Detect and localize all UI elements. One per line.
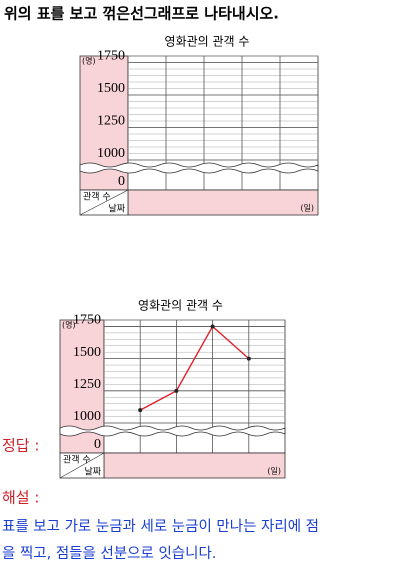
explanation-line: 을 찍고, 점들을 선분으로 잇습니다. — [2, 545, 216, 562]
point — [210, 324, 215, 329]
point — [138, 408, 143, 413]
y-unit: (명) — [82, 56, 96, 66]
answer-label: 정답 : — [2, 437, 39, 455]
y-tick-label: 1000 — [97, 146, 125, 161]
corner-diagonal — [59, 452, 105, 479]
question: 위의 표를 보고 꺾은선그래프로 나타내시오. — [4, 5, 279, 23]
y-axis-label: 관객 수 — [63, 455, 91, 466]
point — [246, 356, 251, 361]
corner-diagonal — [79, 189, 129, 216]
point — [174, 388, 179, 393]
break-tick-label: 0 — [118, 174, 125, 189]
x-unit: (일) — [300, 204, 314, 213]
y-tick-label: 1250 — [97, 114, 125, 129]
y-tick-label: 1250 — [73, 377, 101, 392]
break-tick-label: 0 — [94, 437, 101, 452]
y-tick-label: 1000 — [73, 409, 101, 424]
x-label-row — [127, 189, 319, 216]
series-line — [139, 325, 250, 411]
y-unit: (명) — [62, 320, 76, 330]
y-tick-label: 1750 — [97, 49, 125, 64]
chart-title: 영화관의 관객 수 — [138, 299, 223, 313]
y-axis-label: 관객 수 — [83, 192, 111, 203]
explanation-label: 해설 : — [2, 489, 39, 507]
y-tick-label: 1750 — [73, 313, 101, 328]
x-axis-label: 날짜 — [108, 204, 125, 215]
y-tick-label: 1500 — [73, 345, 101, 360]
y-tick-label: 1500 — [97, 81, 125, 96]
explanation-line: 표를 보고 가로 눈금과 세로 눈금이 만나는 자리에 점 — [2, 518, 319, 535]
x-axis-label: 날짜 — [84, 467, 101, 478]
chart-title: 영화관의 관객 수 — [165, 35, 250, 49]
x-label-row — [103, 452, 286, 479]
axis-break — [79, 162, 319, 174]
axis-break — [59, 425, 286, 437]
x-unit: (일) — [267, 467, 281, 476]
